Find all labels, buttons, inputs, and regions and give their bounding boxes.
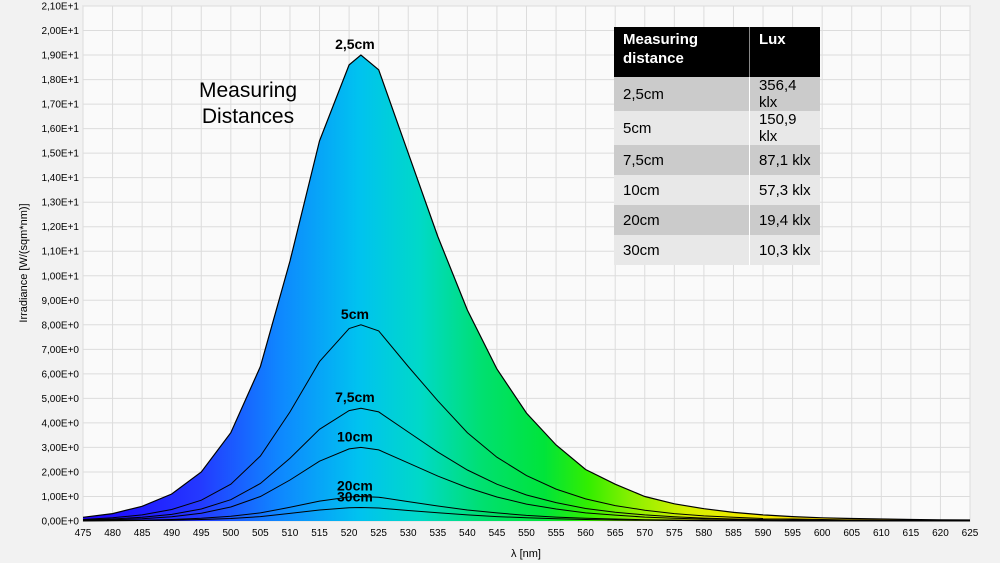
lux-cell: 19,4 klx xyxy=(748,205,820,235)
x-tick-label: 565 xyxy=(607,528,624,539)
x-tick-label: 575 xyxy=(666,528,683,539)
y-tick-label: 6,00E+0 xyxy=(41,369,79,380)
y-tick-label: 4,00E+0 xyxy=(41,418,79,429)
y-tick-label: 3,00E+0 xyxy=(41,443,79,454)
y-axis-label: Irradiance [W/(sqm*nm)] xyxy=(18,203,30,322)
x-tick-label: 505 xyxy=(252,528,269,539)
series-label: 7,5cm xyxy=(335,389,375,405)
table-row: 10cm 57,3 klx xyxy=(614,175,820,205)
x-tick-label: 620 xyxy=(932,528,949,539)
y-tick-label: 0,00E+0 xyxy=(41,517,79,528)
y-tick-label: 1,40E+1 xyxy=(41,173,79,184)
y-tick-label: 1,60E+1 xyxy=(41,124,79,135)
y-tick-label: 8,00E+0 xyxy=(41,320,79,331)
y-tick-label: 1,30E+1 xyxy=(41,198,79,209)
lux-table: Measuring distance Lux 2,5cm 356,4 klx 5c… xyxy=(614,27,820,265)
spectrum-area-fill xyxy=(83,55,970,521)
y-tick-label: 2,10E+1 xyxy=(41,2,79,13)
lux-cell: 57,3 klx xyxy=(748,175,820,205)
distance-cell: 7,5cm xyxy=(614,145,750,175)
annotation-line-1: Measuring xyxy=(198,79,298,102)
x-tick-label: 595 xyxy=(784,528,801,539)
x-tick-label: 515 xyxy=(311,528,328,539)
y-tick-label: 1,10E+1 xyxy=(41,247,79,258)
x-tick-label: 555 xyxy=(548,528,565,539)
x-tick-label: 520 xyxy=(341,528,358,539)
y-tick-label: 2,00E+1 xyxy=(41,26,79,37)
series-label: 2,5cm xyxy=(335,36,375,52)
x-tick-label: 545 xyxy=(489,528,506,539)
y-tick-label: 1,80E+1 xyxy=(41,75,79,86)
y-tick-label: 1,90E+1 xyxy=(41,51,79,62)
x-tick-label: 485 xyxy=(134,528,151,539)
lux-cell: 87,1 klx xyxy=(748,145,820,175)
x-tick-label: 625 xyxy=(962,528,979,539)
x-axis-label: λ [nm] xyxy=(511,548,541,560)
x-tick-label: 490 xyxy=(163,528,180,539)
header-measuring-distance: Measuring distance xyxy=(614,27,750,77)
x-tick-label: 530 xyxy=(400,528,417,539)
distance-cell: 5cm xyxy=(614,111,750,145)
area-layer xyxy=(83,55,970,521)
x-tick-label: 540 xyxy=(459,528,476,539)
lux-cell: 356,4 klx xyxy=(748,77,820,111)
table-header-row: Measuring distance Lux xyxy=(614,27,820,77)
y-tick-label: 9,00E+0 xyxy=(41,296,79,307)
series-line-2-5cm xyxy=(82,54,971,521)
series-label: 30cm xyxy=(337,489,373,505)
y-tick-label: 1,00E+0 xyxy=(41,492,79,503)
x-tick-label: 500 xyxy=(222,528,239,539)
distance-cell: 2,5cm xyxy=(614,77,750,111)
table-row: 7,5cm 87,1 klx xyxy=(614,145,820,175)
annotation-line-2: Distances xyxy=(201,105,295,128)
distance-cell: 20cm xyxy=(614,205,750,235)
distance-cell: 30cm xyxy=(614,235,750,265)
series-line-5cm xyxy=(82,324,970,521)
x-tick-label: 570 xyxy=(636,528,653,539)
table-row: 30cm 10,3 klx xyxy=(614,235,820,265)
x-tick-label: 550 xyxy=(518,528,535,539)
x-tick-label: 495 xyxy=(193,528,210,539)
x-tick-labels: 475 480 485 490 495 500 505 510 515 520 525 530 535 5… xyxy=(75,528,979,539)
x-tick-label: 585 xyxy=(725,528,742,539)
distance-cell: 10cm xyxy=(614,175,750,205)
y-tick-label: 1,00E+1 xyxy=(41,271,79,282)
measuring-distances-annotation: Measuring Distances xyxy=(192,78,304,130)
table-row: 20cm 19,4 klx xyxy=(614,205,820,235)
x-tick-label: 525 xyxy=(370,528,387,539)
series-line-30cm xyxy=(82,506,970,522)
lux-cell: 10,3 klx xyxy=(748,235,820,265)
x-tick-label: 480 xyxy=(104,528,121,539)
y-tick-label: 1,50E+1 xyxy=(41,149,79,160)
series-lines xyxy=(82,54,971,522)
x-tick-label: 510 xyxy=(282,528,299,539)
y-tick-label: 2,00E+0 xyxy=(41,467,79,478)
series-label: 5cm xyxy=(341,306,369,322)
x-tick-label: 615 xyxy=(903,528,920,539)
y-tick-label: 5,00E+0 xyxy=(41,394,79,405)
y-tick-labels: 0,00E+0 1,00E+0 2,00E+0 3,00E+0 4,00E+0 5,00E… xyxy=(41,2,79,528)
table-row: 5cm 150,9 klx xyxy=(614,111,820,145)
x-tick-label: 610 xyxy=(873,528,890,539)
x-tick-label: 600 xyxy=(814,528,831,539)
x-tick-label: 580 xyxy=(696,528,713,539)
y-tick-label: 1,70E+1 xyxy=(41,100,79,111)
x-tick-label: 535 xyxy=(429,528,446,539)
table-row: 2,5cm 356,4 klx xyxy=(614,77,820,111)
lux-cell: 150,9 klx xyxy=(748,111,820,145)
series-label: 10cm xyxy=(337,428,373,444)
header-lux: Lux xyxy=(748,27,820,77)
y-tick-label: 7,00E+0 xyxy=(41,345,79,356)
series-label: 20cm xyxy=(337,477,373,493)
x-tick-label: 605 xyxy=(843,528,860,539)
y-tick-label: 1,20E+1 xyxy=(41,222,79,233)
x-tick-label: 475 xyxy=(75,528,92,539)
x-tick-label: 560 xyxy=(577,528,594,539)
x-tick-label: 590 xyxy=(755,528,772,539)
